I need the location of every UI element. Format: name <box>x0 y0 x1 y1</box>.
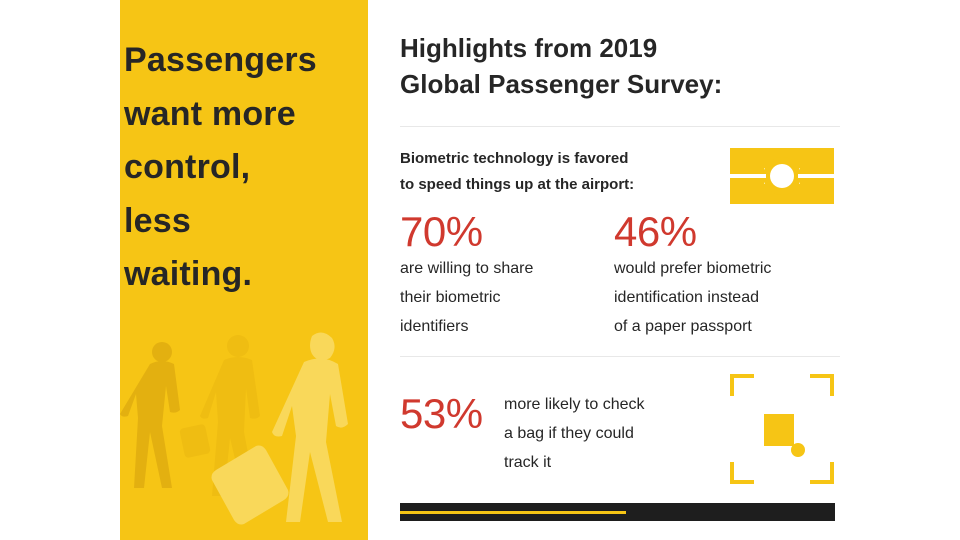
stat-description-line: identifiers <box>400 318 469 335</box>
passenger-silhouettes-illustration <box>120 332 348 525</box>
headline: Passengers want more control, less waiti… <box>124 34 317 302</box>
intro-line: Biometric technology is favored <box>400 150 629 167</box>
intro-line: to speed things up at the airport: <box>400 176 635 193</box>
stat-description-line: more likely to check <box>504 396 645 413</box>
right-panel: Highlights from 2019 Global Passenger Su… <box>368 0 840 540</box>
headline-line: control, <box>124 148 251 186</box>
stat-value: 46% <box>614 208 697 255</box>
stat-description: would prefer biometric identification in… <box>614 254 771 341</box>
stat-description-line: are willing to share <box>400 260 534 277</box>
biometric-intro: Biometric technology is favored to speed… <box>400 146 634 198</box>
stat-description-line: identification instead <box>614 289 759 306</box>
survey-title: Highlights from 2019 Global Passenger Su… <box>400 30 722 102</box>
left-panel: Passengers want more control, less waiti… <box>120 0 368 540</box>
stat-description-line: their biometric <box>400 289 501 306</box>
headline-line: waiting. <box>124 255 253 293</box>
stat-description: are willing to share their biometric ide… <box>400 254 533 341</box>
divider <box>400 356 840 357</box>
stat-value: 53% <box>400 390 483 437</box>
headline-line: want more <box>124 94 296 133</box>
survey-title-line: Highlights from 2019 <box>400 33 658 63</box>
stat-description: more likely to check a bag if they could… <box>504 390 645 477</box>
divider <box>400 126 840 127</box>
bag-tracking-icon <box>730 374 834 484</box>
stat-description-line: a bag if they could <box>504 425 634 442</box>
stat-description-line: track it <box>504 454 552 471</box>
footer-progress-line <box>400 511 627 514</box>
headline-line: less <box>124 201 191 240</box>
passenger-silhouette <box>211 332 348 525</box>
stat-value: 70% <box>400 208 483 255</box>
stat-description-line: of a paper passport <box>614 318 752 335</box>
stat-description-line: would prefer biometric <box>614 260 772 277</box>
biometric-path-icon <box>730 148 834 204</box>
passenger-silhouette <box>120 342 180 488</box>
headline-line: Passengers <box>124 41 317 79</box>
footer-bar <box>400 503 835 521</box>
survey-title-line: Global Passenger Survey: <box>400 69 723 99</box>
